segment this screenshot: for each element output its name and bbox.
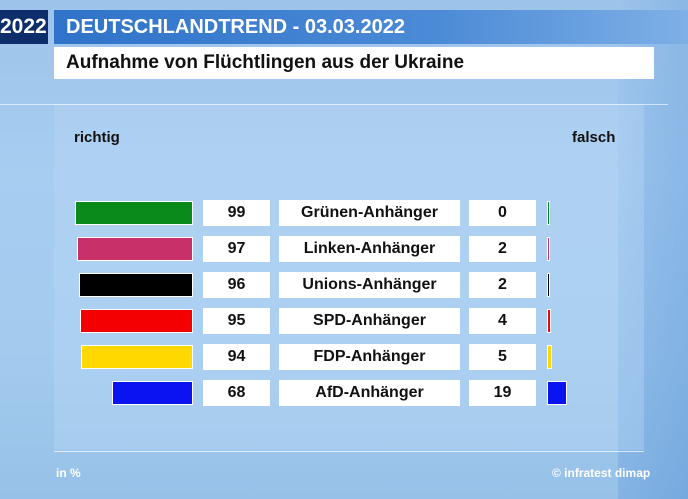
year-tag: 2022: [0, 10, 48, 44]
category-label: FDP-Anhänger: [279, 344, 460, 370]
divider-bottom: [54, 451, 644, 452]
divider-left: [0, 104, 54, 105]
chart-row: 94 FDP-Anhänger 5: [0, 344, 688, 370]
value-falsch: 5: [469, 344, 536, 370]
subtitle-bar: [54, 47, 654, 79]
bar-richtig: [78, 273, 193, 297]
chart-subtitle: Aufnahme von Flüchtlingen aus der Ukrain…: [66, 52, 465, 73]
value-richtig: 97: [203, 236, 270, 262]
value-richtig: 99: [203, 200, 270, 226]
chart-title: DEUTSCHLANDTREND - 03.03.2022: [66, 16, 405, 38]
value-falsch: 0: [469, 200, 536, 226]
category-label: SPD-Anhänger: [279, 308, 460, 334]
column-head-falsch: falsch: [572, 129, 616, 146]
header-bar: [54, 10, 688, 44]
value-richtig: 95: [203, 308, 270, 334]
category-label: Unions-Anhänger: [279, 272, 460, 298]
category-label: AfD-Anhänger: [279, 380, 460, 406]
bar-falsch: [547, 201, 550, 225]
chart-row: 95 SPD-Anhänger 4: [0, 308, 688, 334]
bar-richtig: [80, 345, 193, 369]
category-label: Grünen-Anhänger: [279, 200, 460, 226]
value-richtig: 96: [203, 272, 270, 298]
chart-row: 99 Grünen-Anhänger 0: [0, 200, 688, 226]
bar-richtig: [79, 309, 193, 333]
value-richtig: 94: [203, 344, 270, 370]
chart-row: 97 Linken-Anhänger 2: [0, 236, 688, 262]
bar-falsch: [547, 273, 550, 297]
category-label: Linken-Anhänger: [279, 236, 460, 262]
bar-richtig: [111, 381, 193, 405]
value-falsch: 2: [469, 272, 536, 298]
value-falsch: 2: [469, 236, 536, 262]
bar-falsch: [547, 309, 552, 333]
background-stripe: [618, 0, 688, 499]
column-head-richtig: richtig: [74, 129, 120, 146]
value-falsch: 4: [469, 308, 536, 334]
unit-note: in %: [56, 466, 81, 480]
bar-falsch: [547, 237, 550, 261]
value-falsch: 19: [469, 380, 536, 406]
source-note: © infratest dimap: [552, 466, 651, 480]
chart-row: 68 AfD-Anhänger 19: [0, 380, 688, 406]
divider-top: [54, 104, 668, 105]
value-richtig: 68: [203, 380, 270, 406]
bar-falsch: [547, 345, 553, 369]
bar-falsch: [547, 381, 567, 405]
chart-row: 96 Unions-Anhänger 2: [0, 272, 688, 298]
bar-richtig: [77, 237, 193, 261]
bar-richtig: [75, 201, 193, 225]
